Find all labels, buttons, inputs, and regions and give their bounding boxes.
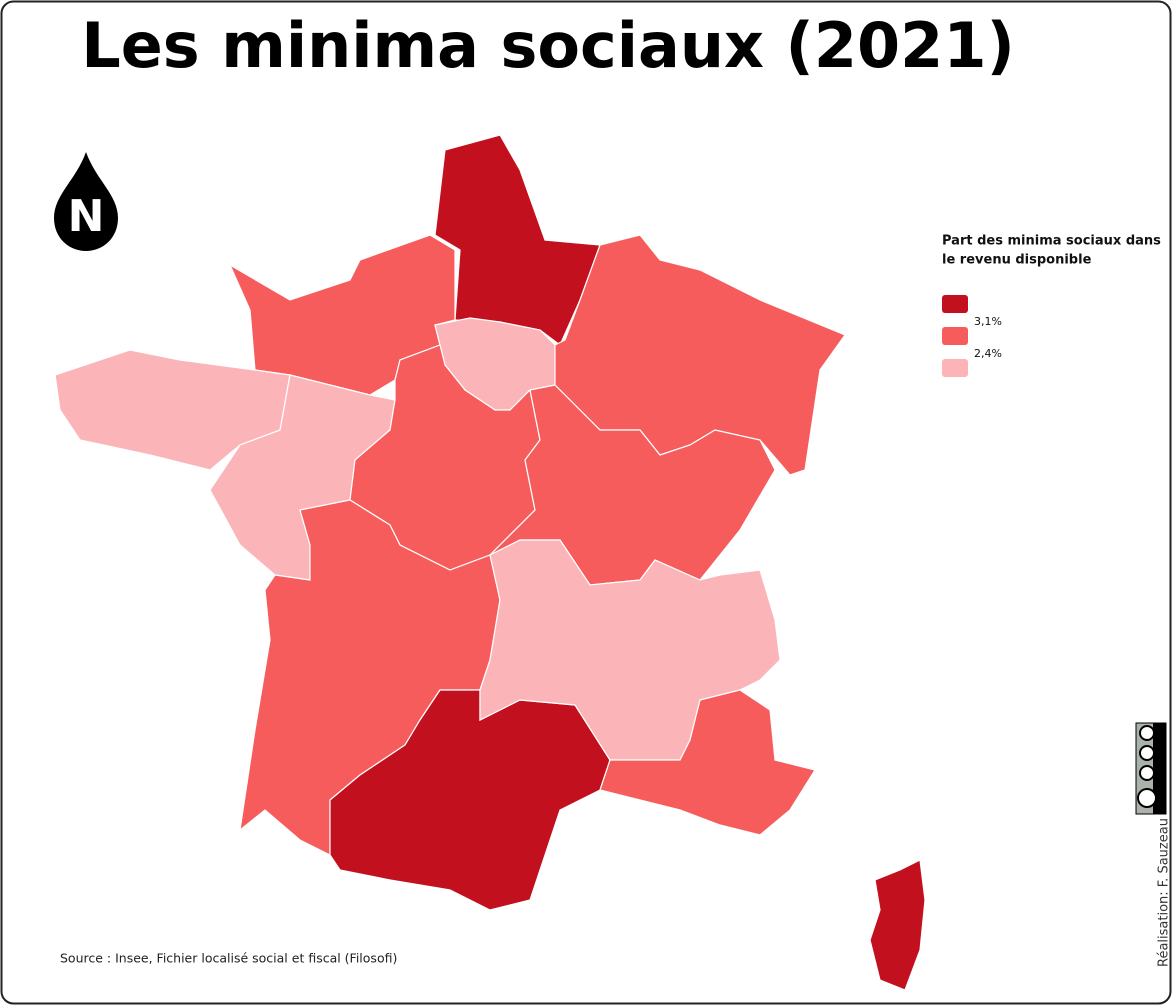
nc-icon (1139, 745, 1155, 761)
region (479, 539, 781, 761)
credit: Réalisation: F. Sauzeau (1157, 818, 1172, 967)
north-arrow: N (54, 152, 118, 251)
legend-break: 2,4% (974, 347, 1002, 360)
region (869, 859, 926, 991)
north-label: N (68, 191, 105, 242)
legend-swatch (942, 359, 968, 377)
legend-break: 3,1% (974, 315, 1002, 328)
legend-swatch (942, 327, 968, 345)
regions (54, 134, 926, 991)
cc-band (1153, 723, 1166, 814)
cc-icon (1137, 788, 1157, 808)
by-icon (1139, 765, 1155, 781)
legend: 3,1% 2,4% (942, 295, 1002, 377)
title: Les minima sociaux (2021) (81, 9, 1015, 82)
source: Source : Insee, Fichier localisé social … (60, 951, 397, 966)
legend-title: Part des minima sociaux dans (942, 234, 1161, 249)
legend-title: le revenu disponible (942, 253, 1092, 268)
sa-icon (1139, 725, 1155, 741)
region (599, 689, 816, 836)
cc-badge (1135, 722, 1167, 815)
legend-swatch (942, 295, 968, 313)
region (489, 384, 776, 586)
north-drop (54, 152, 118, 251)
